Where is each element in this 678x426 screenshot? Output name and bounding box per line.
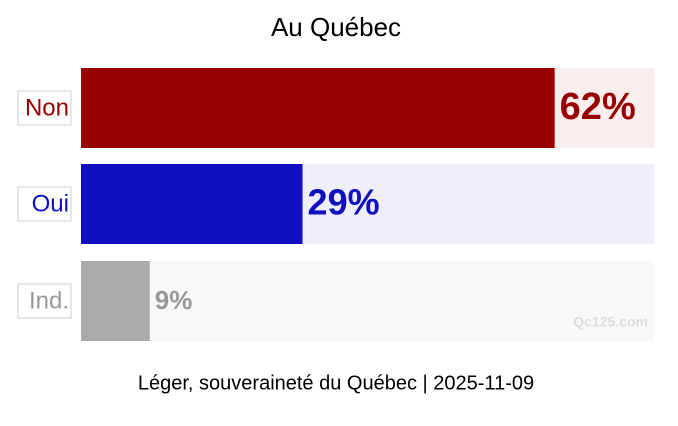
value-label: 62% xyxy=(560,86,636,128)
source: Léger, souveraineté du Québec | 2025-11-… xyxy=(138,372,534,394)
value-label: 9% xyxy=(155,285,193,315)
bar xyxy=(81,261,150,341)
bar-track xyxy=(81,261,654,341)
value-label: 29% xyxy=(308,182,380,223)
bar xyxy=(81,164,303,244)
category-label: Non xyxy=(25,94,69,121)
watermark: Qc125.com xyxy=(573,314,648,330)
category-box xyxy=(17,186,72,222)
category-label: Ind. xyxy=(29,287,69,314)
category-box xyxy=(17,90,72,126)
category-label: Oui xyxy=(32,190,69,217)
category-box xyxy=(17,283,72,319)
bar xyxy=(81,68,555,148)
chart-title: Au Québec xyxy=(271,12,401,42)
